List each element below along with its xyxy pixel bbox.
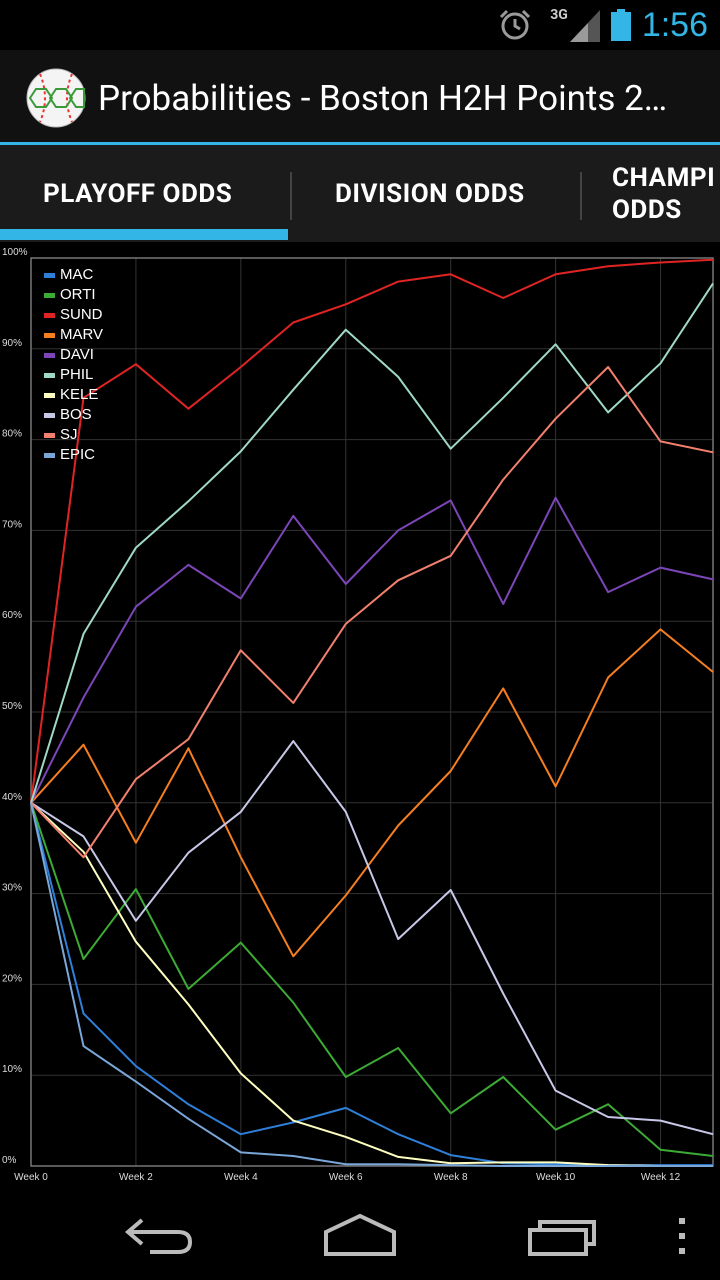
- legend-swatch-sund: [44, 313, 55, 318]
- series-line-orti: [30, 802, 714, 1157]
- tab-championship-odds-label: CHAMPI: [612, 162, 716, 193]
- legend-label-sj: SJ: [60, 426, 78, 443]
- legend-label-epic: EPIC: [60, 446, 95, 463]
- legend-label-kele: KELE: [60, 386, 98, 403]
- tab-championship-odds-label-line2: ODDS: [612, 194, 682, 225]
- status-bar: 3G 1:56: [0, 0, 720, 50]
- chart-area: 0% 10% 20% 30% 40% 50% 60% 70% 80% 90% 100% Week 0 W…: [0, 242, 720, 1192]
- tab-playoff-odds-label: PLAYOFF ODDS: [43, 178, 233, 209]
- recent-apps-icon[interactable]: [524, 1210, 600, 1262]
- tab-division-odds-label: DIVISION ODDS: [335, 178, 525, 209]
- y-tick-label: 50%: [2, 701, 22, 712]
- y-tick-label: 100%: [2, 247, 28, 258]
- y-tick-label: 20%: [2, 973, 22, 984]
- selected-tab-indicator: [0, 229, 288, 240]
- legend-label-bos: BOS: [60, 406, 92, 423]
- x-tick-label: Week 2: [119, 1172, 153, 1183]
- y-tick-label: 70%: [2, 519, 22, 530]
- battery-icon: [610, 9, 631, 41]
- navigation-bar: [0, 1192, 720, 1280]
- legend-swatch-epic: [44, 453, 55, 458]
- legend-label-orti: ORTI: [60, 286, 96, 303]
- legend-label-davi: DAVI: [60, 346, 94, 363]
- legend-swatch-davi: [44, 353, 55, 358]
- x-tick-label: Week 10: [536, 1172, 576, 1183]
- home-icon[interactable]: [322, 1210, 398, 1262]
- overflow-menu-icon[interactable]: [672, 1210, 692, 1262]
- network-type-label: 3G: [550, 7, 568, 23]
- tab-championship-odds[interactable]: CHAMPI ODDS: [612, 145, 715, 242]
- status-icons: 3G 1:56: [498, 0, 708, 50]
- legend-label-marv: MARV: [60, 326, 103, 343]
- back-icon[interactable]: [120, 1210, 196, 1262]
- y-tick-label: 30%: [2, 883, 22, 894]
- legend-label-mac: MAC: [60, 266, 94, 283]
- page-title: Probabilities - Boston H2H Points 2…: [98, 78, 668, 119]
- status-clock: 1:56: [641, 5, 708, 44]
- legend-swatch-orti: [44, 293, 55, 298]
- tab-playoff-odds[interactable]: PLAYOFF ODDS: [43, 145, 232, 242]
- y-tick-label: 80%: [2, 429, 22, 440]
- x-tick-label: Week 0: [14, 1172, 48, 1183]
- legend-swatch-kele: [44, 393, 55, 398]
- x-tick-label: Week 6: [329, 1172, 363, 1183]
- legend-swatch-marv: [44, 333, 55, 338]
- alarm-icon: [500, 9, 531, 40]
- legend-swatch-bos: [44, 413, 55, 418]
- y-tick-label: 10%: [2, 1064, 22, 1075]
- tab-divider: [290, 172, 292, 220]
- series-line-phil: [30, 282, 714, 804]
- y-tick-label: 0%: [2, 1155, 17, 1166]
- plot-frame: [30, 257, 714, 1167]
- series-line-sj: [30, 366, 714, 859]
- legend-swatch-mac: [44, 273, 55, 278]
- baseball-icon[interactable]: [26, 68, 86, 128]
- series-line-marv: [30, 628, 714, 958]
- tab-division-odds[interactable]: DIVISION ODDS: [335, 145, 525, 242]
- action-bar: Probabilities - Boston H2H Points 2…: [0, 50, 720, 145]
- signal-icon: [569, 10, 600, 42]
- tab-bar: PLAYOFF ODDS DIVISION ODDS CHAMPI ODDS: [0, 145, 720, 242]
- y-tick-label: 40%: [2, 792, 22, 803]
- y-tick-label: 90%: [2, 338, 22, 349]
- x-tick-label: Week 8: [434, 1172, 468, 1183]
- y-tick-label: 60%: [2, 610, 22, 621]
- x-tick-label: Week 12: [641, 1172, 681, 1183]
- series-line-sund: [30, 258, 714, 803]
- playoff-odds-chart: 0% 10% 20% 30% 40% 50% 60% 70% 80% 90% 100% Week 0 W…: [2, 247, 714, 1183]
- series-line-epic: [30, 802, 713, 1167]
- legend-swatch-phil: [44, 373, 55, 378]
- tab-divider: [580, 172, 582, 220]
- legend-label-sund: SUND: [60, 306, 103, 323]
- x-tick-label: Week 4: [224, 1172, 258, 1183]
- legend-label-phil: PHIL: [60, 366, 93, 383]
- series-line-davi: [30, 496, 714, 804]
- series-line-kele: [30, 802, 713, 1167]
- legend-swatch-sj: [44, 433, 55, 438]
- series-line-bos: [30, 740, 714, 1136]
